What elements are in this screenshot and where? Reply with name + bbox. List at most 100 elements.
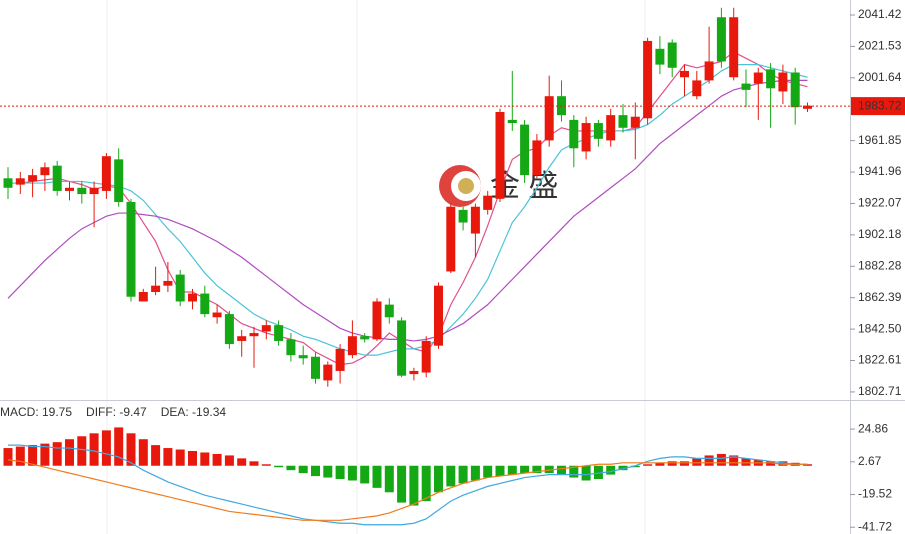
candle-body	[630, 116, 640, 128]
candle-body	[790, 72, 800, 108]
candle-body	[311, 356, 320, 379]
macd-bar	[15, 446, 25, 466]
macd-bar	[347, 465, 357, 481]
y-tick-label: 1941.96	[858, 164, 902, 178]
y-tick-label: 2041.42	[858, 7, 902, 21]
macd-bar	[544, 465, 554, 474]
candle-body	[28, 175, 38, 182]
macd-bar	[335, 465, 345, 480]
candle-body	[692, 80, 702, 97]
candle-body	[766, 69, 776, 89]
candle-body	[384, 304, 394, 318]
candle-body	[803, 105, 812, 109]
candle-body	[274, 325, 284, 341]
macd-bar	[360, 465, 370, 484]
y-tick-label: 1961.85	[858, 133, 902, 147]
candle-body	[729, 17, 739, 78]
macd-bar	[458, 465, 468, 484]
macd-bar	[593, 465, 603, 480]
macd-bar	[89, 433, 99, 466]
macd-bar	[470, 465, 480, 481]
candle-body	[224, 314, 234, 345]
series-line	[7, 459, 808, 521]
candle-body	[434, 285, 443, 346]
candle-body	[569, 119, 579, 149]
macd-bar	[704, 455, 714, 466]
candle-body	[606, 115, 616, 141]
candle-body	[507, 119, 517, 124]
candle-body	[741, 83, 751, 90]
y-tick-label: 24.86	[858, 421, 888, 435]
macd-bar	[581, 465, 591, 481]
candle-body	[360, 336, 370, 340]
y-tick-label: 1882.28	[858, 258, 902, 272]
candle-body	[89, 187, 99, 195]
y-tick-label: 1902.18	[858, 227, 902, 241]
macd-bar	[409, 465, 419, 506]
y-tick-label: 2001.64	[858, 70, 902, 84]
candle-body	[65, 187, 74, 191]
legend-entry: DEA: -19.34	[161, 405, 227, 419]
last-price-box	[851, 97, 905, 116]
candle-body	[667, 42, 677, 68]
y-tick-label: 1802.71	[858, 384, 902, 398]
candle-body	[372, 301, 382, 340]
macd-bar	[643, 464, 653, 466]
candle-body	[520, 124, 530, 176]
legend-entry: MACD: 19.75	[0, 405, 72, 419]
macd-bar	[261, 464, 271, 466]
candle-body	[151, 285, 161, 292]
macd-bar	[249, 461, 259, 466]
macd-bar	[323, 465, 333, 478]
y-tick-label: 1842.50	[858, 321, 902, 335]
candle-body	[298, 355, 308, 359]
macd-bar	[532, 465, 542, 474]
macd-bar	[151, 445, 161, 466]
candle-body	[421, 340, 431, 373]
macd-bar	[28, 445, 38, 466]
macd-bar	[40, 443, 50, 466]
candle-body	[114, 159, 124, 202]
candle-body	[200, 293, 210, 315]
candle-body	[593, 123, 603, 139]
macd-bar	[397, 465, 407, 503]
y-tick-label: 1862.39	[858, 290, 902, 304]
macd-bar	[446, 465, 456, 487]
candle-body	[126, 201, 136, 297]
macd-bar	[114, 427, 124, 466]
macd-bar	[630, 465, 640, 468]
macd-bar	[274, 465, 284, 468]
series-line	[8, 64, 808, 356]
macd-bar	[434, 465, 443, 493]
macd-bar	[507, 465, 517, 475]
candle-body	[249, 333, 259, 337]
macd-bar	[188, 451, 197, 466]
candle-body	[188, 293, 197, 302]
candle-body	[52, 165, 62, 191]
candle-body	[397, 320, 407, 376]
candle-body	[458, 209, 468, 223]
candle-body	[655, 48, 665, 65]
candle-body	[138, 291, 148, 302]
macd-bar	[372, 465, 382, 488]
macd-bar	[175, 449, 185, 466]
macd-bar	[200, 452, 210, 466]
y-tick-label: 2.67	[858, 454, 882, 468]
macd-bar	[77, 436, 87, 466]
macd-bar	[557, 465, 566, 475]
macd-bar	[52, 442, 62, 466]
macd-bar	[298, 465, 308, 474]
candle-body	[77, 187, 87, 195]
y-tick-label: -19.52	[858, 487, 892, 501]
macd-bar	[65, 439, 74, 466]
last-price-label: 1983.72	[858, 98, 902, 112]
macd-bar	[803, 464, 812, 466]
macd-bar	[618, 465, 628, 471]
macd-bar	[692, 458, 702, 466]
macd-bar	[741, 458, 751, 466]
candle-body	[409, 370, 419, 375]
macd-bar	[680, 461, 689, 466]
candle-body	[618, 115, 628, 128]
y-tick-label: 1922.07	[858, 196, 902, 210]
